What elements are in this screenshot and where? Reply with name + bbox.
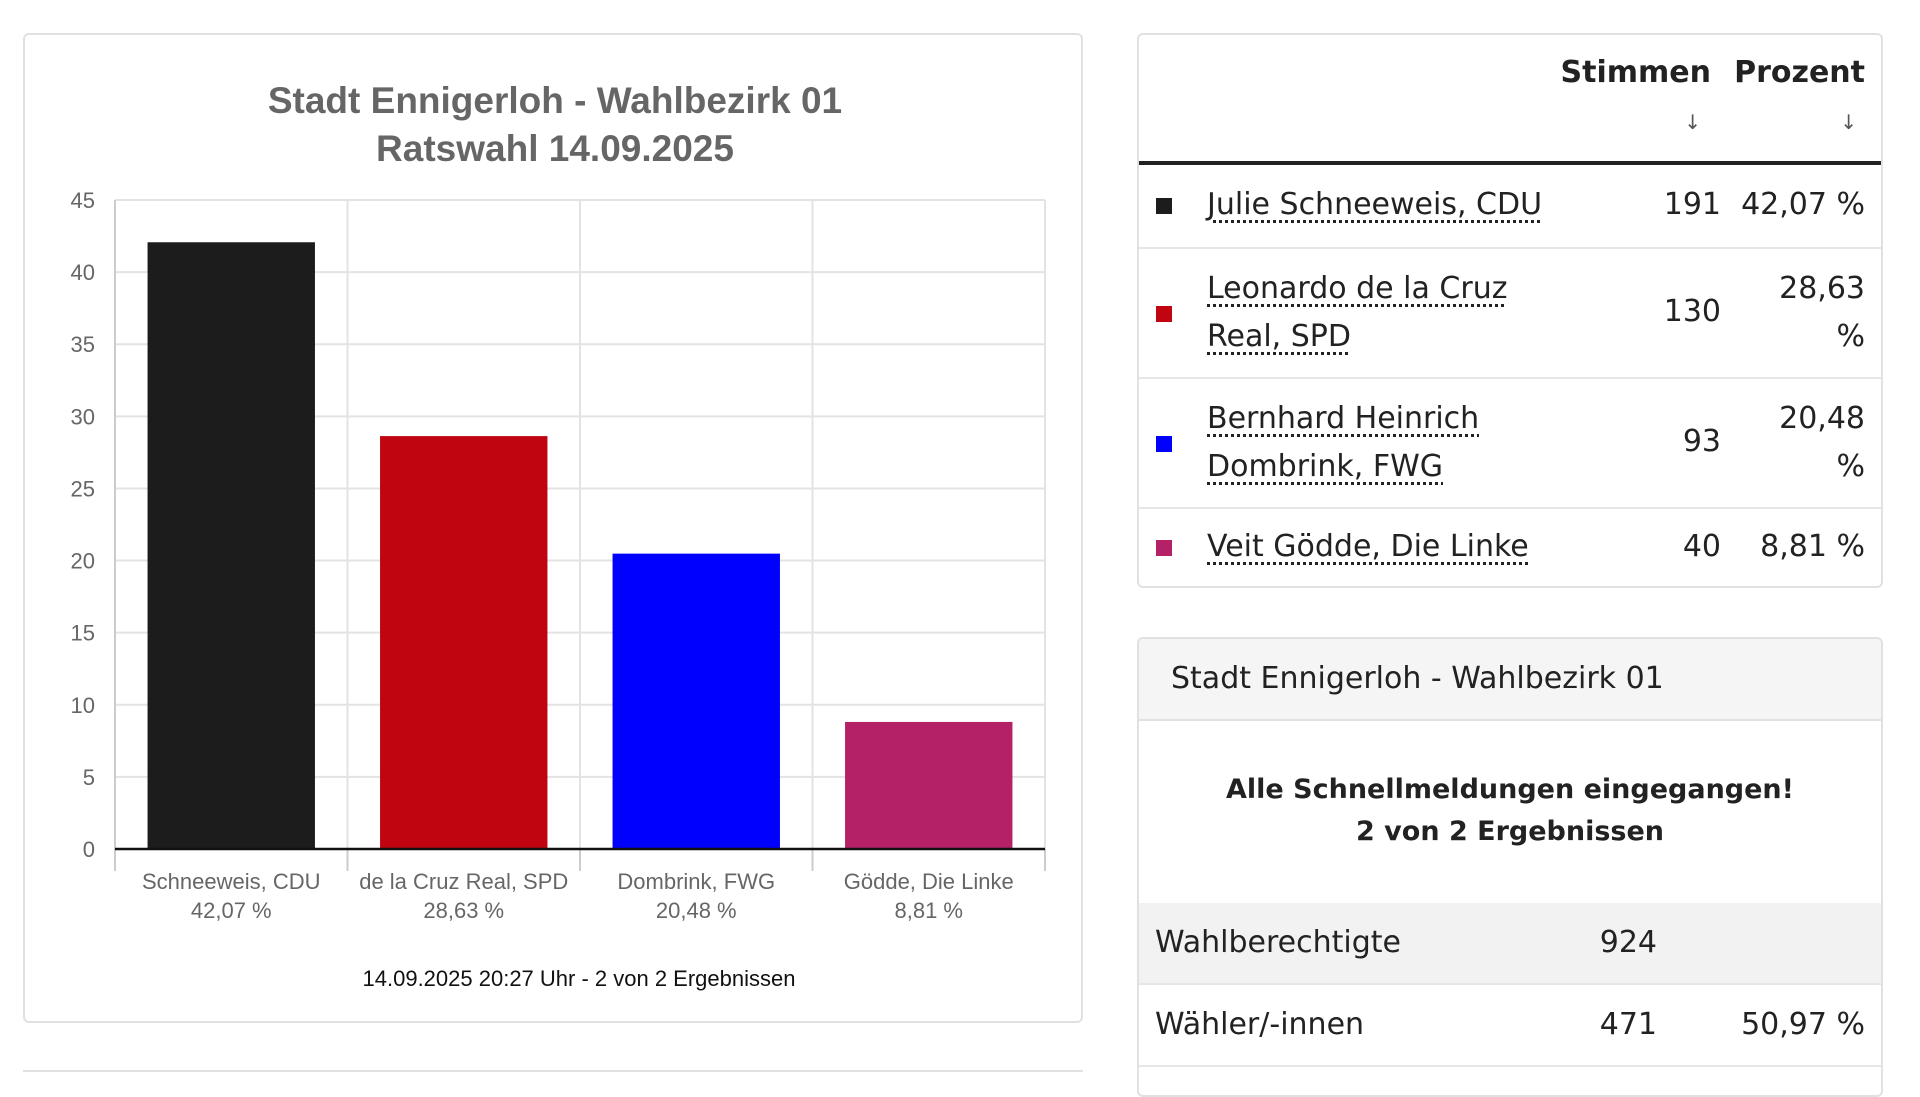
percent-value: 8,81 % bbox=[1760, 529, 1865, 564]
category-label: Gödde, Die Linke bbox=[844, 869, 1014, 894]
percent-value: 20,48 bbox=[1779, 401, 1865, 436]
category-percent-label: 42,07 % bbox=[191, 898, 272, 923]
chart-subtitle: Ratswahl 14.09.2025 bbox=[376, 128, 734, 169]
category-label: de la Cruz Real, SPD bbox=[359, 869, 568, 894]
sort-arrow-icon[interactable]: ↓ bbox=[1840, 110, 1857, 134]
table-row: Leonardo de la Cruz Real, SPD 130 28,63 … bbox=[1139, 249, 1881, 379]
y-tick-label: 20 bbox=[71, 549, 95, 574]
table-row: Veit Gödde, Die Linke 40 8,81 % bbox=[1139, 509, 1881, 586]
stat-value: 924 bbox=[1599, 925, 1657, 960]
y-tick-label: 10 bbox=[71, 693, 95, 718]
chart-note: 14.09.2025 20:27 Uhr - 2 von 2 Ergebniss… bbox=[363, 966, 796, 991]
category-percent-label: 20,48 % bbox=[656, 898, 737, 923]
votes-value: 93 bbox=[1682, 424, 1721, 459]
candidate-link-line2[interactable]: Dombrink, FWG bbox=[1207, 449, 1444, 484]
y-tick-label: 25 bbox=[71, 476, 95, 501]
category-label: Schneeweis, CDU bbox=[142, 869, 321, 894]
color-swatch bbox=[1156, 436, 1172, 452]
bar[interactable] bbox=[845, 721, 1013, 849]
stat-row-eligible: Wahlberechtigte 924 bbox=[1139, 903, 1881, 985]
votes-value: 191 bbox=[1663, 187, 1721, 222]
bar[interactable] bbox=[380, 436, 548, 849]
stats-card-title: Stadt Ennigerloh - Wahlbezirk 01 bbox=[1171, 661, 1664, 696]
stats-card-header: Stadt Ennigerloh - Wahlbezirk 01 bbox=[1139, 639, 1881, 721]
bar[interactable] bbox=[612, 553, 780, 849]
color-swatch bbox=[1156, 306, 1172, 322]
color-swatch bbox=[1156, 198, 1172, 214]
status-line-complete: Alle Schnellmeldungen eingegangen! bbox=[1226, 774, 1794, 805]
y-tick-label: 0 bbox=[83, 837, 95, 862]
y-tick-label: 30 bbox=[71, 404, 95, 429]
column-header-percent[interactable]: Prozent bbox=[1734, 55, 1865, 90]
district-stats-card: Stadt Ennigerloh - Wahlbezirk 01 Alle Sc… bbox=[1137, 637, 1883, 1097]
bar-chart: Stadt Ennigerloh - Wahlbezirk 01 Ratswah… bbox=[71, 80, 1046, 991]
table-row: Bernhard Heinrich Dombrink, FWG 93 20,48… bbox=[1139, 379, 1881, 509]
table-row: Julie Schneeweis, CDU 191 42,07 % bbox=[1139, 165, 1881, 249]
chart-card: Stadt Ennigerloh - Wahlbezirk 01 Ratswah… bbox=[23, 33, 1083, 1023]
percent-value: 42,07 % bbox=[1741, 187, 1865, 222]
stat-value: 471 bbox=[1599, 1007, 1657, 1042]
y-tick-label: 45 bbox=[71, 188, 95, 213]
status-line-count: 2 von 2 Ergebnissen bbox=[1355, 816, 1665, 847]
candidate-link[interactable]: Leonardo de la Cruz bbox=[1207, 271, 1508, 306]
stat-label: Wähler/-innen bbox=[1155, 1007, 1365, 1042]
y-tick-label: 15 bbox=[71, 621, 95, 646]
stat-percent: 50,97 % bbox=[1741, 1007, 1865, 1042]
votes-value: 130 bbox=[1663, 294, 1721, 329]
stat-label: Wahlberechtigte bbox=[1155, 925, 1401, 960]
sort-arrow-icon[interactable]: ↓ bbox=[1684, 110, 1701, 134]
percent-unit: % bbox=[1836, 319, 1865, 354]
votes-value: 40 bbox=[1682, 529, 1721, 564]
stat-row-voters: Wähler/-innen 471 50,97 % bbox=[1139, 985, 1881, 1067]
column-header-votes[interactable]: Stimmen bbox=[1560, 55, 1711, 90]
candidate-link[interactable]: Julie Schneeweis, CDU bbox=[1207, 187, 1543, 222]
chart-title: Stadt Ennigerloh - Wahlbezirk 01 bbox=[268, 80, 842, 121]
category-percent-label: 28,63 % bbox=[423, 898, 504, 923]
category-percent-label: 8,81 % bbox=[895, 898, 964, 923]
percent-value: 28,63 bbox=[1779, 271, 1865, 306]
results-table: Stimmen ↓ Prozent ↓ Julie Schneeweis, CD… bbox=[1137, 33, 1883, 588]
percent-unit: % bbox=[1836, 449, 1865, 484]
y-tick-label: 5 bbox=[83, 765, 95, 790]
candidate-link[interactable]: Veit Gödde, Die Linke bbox=[1207, 529, 1529, 564]
color-swatch bbox=[1156, 540, 1172, 556]
category-label: Dombrink, FWG bbox=[617, 869, 775, 894]
status-message: Alle Schnellmeldungen eingegangen! 2 von… bbox=[1139, 769, 1881, 853]
candidate-link-line2[interactable]: Real, SPD bbox=[1207, 319, 1351, 354]
y-tick-label: 40 bbox=[71, 260, 95, 285]
y-tick-label: 35 bbox=[71, 332, 95, 357]
candidate-link[interactable]: Bernhard Heinrich bbox=[1207, 401, 1480, 436]
table-header: Stimmen ↓ Prozent ↓ bbox=[1139, 35, 1881, 165]
bar[interactable] bbox=[147, 242, 315, 850]
next-card-edge bbox=[23, 1070, 1083, 1090]
